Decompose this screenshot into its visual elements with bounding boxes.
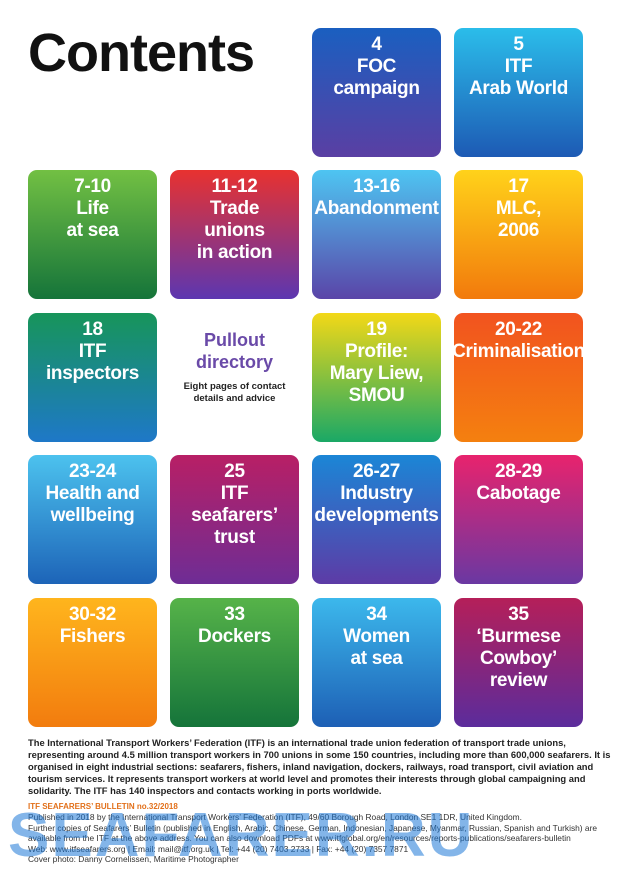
- tile-label: at sea: [350, 647, 403, 669]
- page-number: 13-16: [352, 176, 401, 198]
- tile-label: Cowboy’: [479, 647, 558, 669]
- tile-label: ‘Burmese: [476, 625, 561, 647]
- page-number: 11-12: [211, 176, 258, 198]
- publication-line: Published in 2018 by the International T…: [28, 812, 522, 822]
- page-number: 20-22: [494, 318, 543, 340]
- page-number: 35: [508, 603, 529, 625]
- tile-label: trust: [214, 527, 255, 549]
- contents-tile[interactable]: 34 Women at sea: [312, 597, 441, 727]
- publication-line: Web: www.itfseafarers.org | Email: mail@…: [28, 843, 409, 854]
- publication-line: Further copies of Seafarers’ Bulletin (p…: [28, 822, 598, 844]
- page-title: Contents: [28, 23, 255, 83]
- tile-label: FOC: [356, 56, 397, 77]
- contents-tile[interactable]: 23-24 Health and wellbeing: [28, 455, 157, 585]
- tile-label: Health and: [45, 483, 140, 505]
- contents-tile[interactable]: 4 FOC campaign: [312, 28, 441, 157]
- tile-label: 2006: [497, 220, 540, 242]
- page-number: 5: [513, 34, 524, 55]
- contents-tile[interactable]: 17 MLC, 2006: [454, 170, 583, 300]
- intro-text: The International Transport Workers’ Fed…: [28, 737, 611, 796]
- tile-label: SMOU: [348, 384, 405, 406]
- tile-label: Profile:: [344, 340, 409, 362]
- pullout-label: Pullout: [204, 329, 265, 350]
- tile-label: review: [489, 669, 548, 691]
- contents-tile[interactable]: 28-29 Cabotage: [454, 455, 583, 585]
- bulletin-title: ITF SEAFARERS’ BULLETIN no.32/2018: [28, 802, 178, 811]
- tile-label: Mary Liew,: [329, 362, 424, 384]
- tile-label: Fishers: [59, 625, 126, 647]
- contents-tile[interactable]: 35 ‘Burmese Cowboy’ review: [454, 597, 583, 727]
- page-number: 34: [366, 603, 387, 625]
- tile-label: developments: [314, 505, 439, 527]
- pullout-label: directory: [195, 351, 274, 372]
- tile-label: at sea: [66, 220, 119, 242]
- page-number: 28-29: [494, 461, 543, 483]
- tile-label: Dockers: [198, 625, 271, 647]
- publication-info: Published in 2018 by the International T…: [28, 812, 618, 865]
- tile-label: Criminalisation: [452, 340, 585, 362]
- tile-label: Life: [76, 198, 109, 220]
- page-number: 4: [371, 34, 382, 55]
- contents-tile[interactable]: 13-16 Abandonment: [312, 170, 441, 300]
- page-number: 17: [508, 176, 529, 198]
- publication-line: Cover photo: Danny Cornelissen, Maritime…: [28, 854, 239, 864]
- tile-label: inspectors: [45, 362, 140, 384]
- page-number: 7-10: [74, 176, 111, 198]
- tile-label: ITF: [220, 483, 249, 505]
- pullout-directory[interactable]: Pullout directory Eight pages of contact d…: [170, 329, 299, 458]
- page-number: 23-24: [68, 461, 117, 483]
- tile-label: Arab World: [468, 78, 569, 99]
- tile-label: campaign: [333, 78, 420, 99]
- page-number: 33: [224, 603, 245, 625]
- tile-label: seafarers’: [191, 505, 278, 527]
- tile-label: Trade: [209, 198, 260, 220]
- contents-tile[interactable]: 20-22 Criminalisation: [452, 312, 585, 442]
- tile-label: Industry: [340, 483, 413, 505]
- contents-tile[interactable]: 11-12 Trade unions in action: [170, 170, 299, 300]
- page-number: 19: [366, 318, 387, 340]
- tile-label: MLC,: [495, 198, 542, 220]
- contents-tile[interactable]: 33 Dockers: [170, 597, 299, 727]
- contents-tile[interactable]: 19 Profile: Mary Liew, SMOU: [312, 312, 441, 442]
- page-number: 30-32: [68, 603, 117, 625]
- contents-tile[interactable]: 18 ITF inspectors: [28, 312, 157, 442]
- contents-tile[interactable]: 26-27 Industry developments: [312, 455, 441, 585]
- contents-tile[interactable]: 30-32 Fishers: [28, 597, 157, 727]
- tile-label: ITF: [504, 56, 533, 77]
- tile-label: Abandonment: [314, 198, 439, 220]
- contents-tile[interactable]: 7-10 Life at sea: [28, 170, 157, 300]
- tile-label: ITF: [78, 340, 107, 362]
- page-number: 18: [82, 318, 103, 340]
- pullout-note: Eight pages of contact details and advic…: [183, 380, 286, 404]
- tile-label: unions: [204, 220, 265, 242]
- tile-label: wellbeing: [50, 505, 135, 527]
- page-number: 26-27: [352, 461, 401, 483]
- tile-label: in action: [196, 242, 273, 264]
- contents-tile[interactable]: 25 ITF seafarers’ trust: [170, 455, 299, 585]
- page-number: 25: [224, 461, 245, 483]
- tile-label: Cabotage: [476, 483, 561, 505]
- contents-tile[interactable]: 5 ITF Arab World: [454, 28, 583, 157]
- tile-label: Women: [343, 625, 410, 647]
